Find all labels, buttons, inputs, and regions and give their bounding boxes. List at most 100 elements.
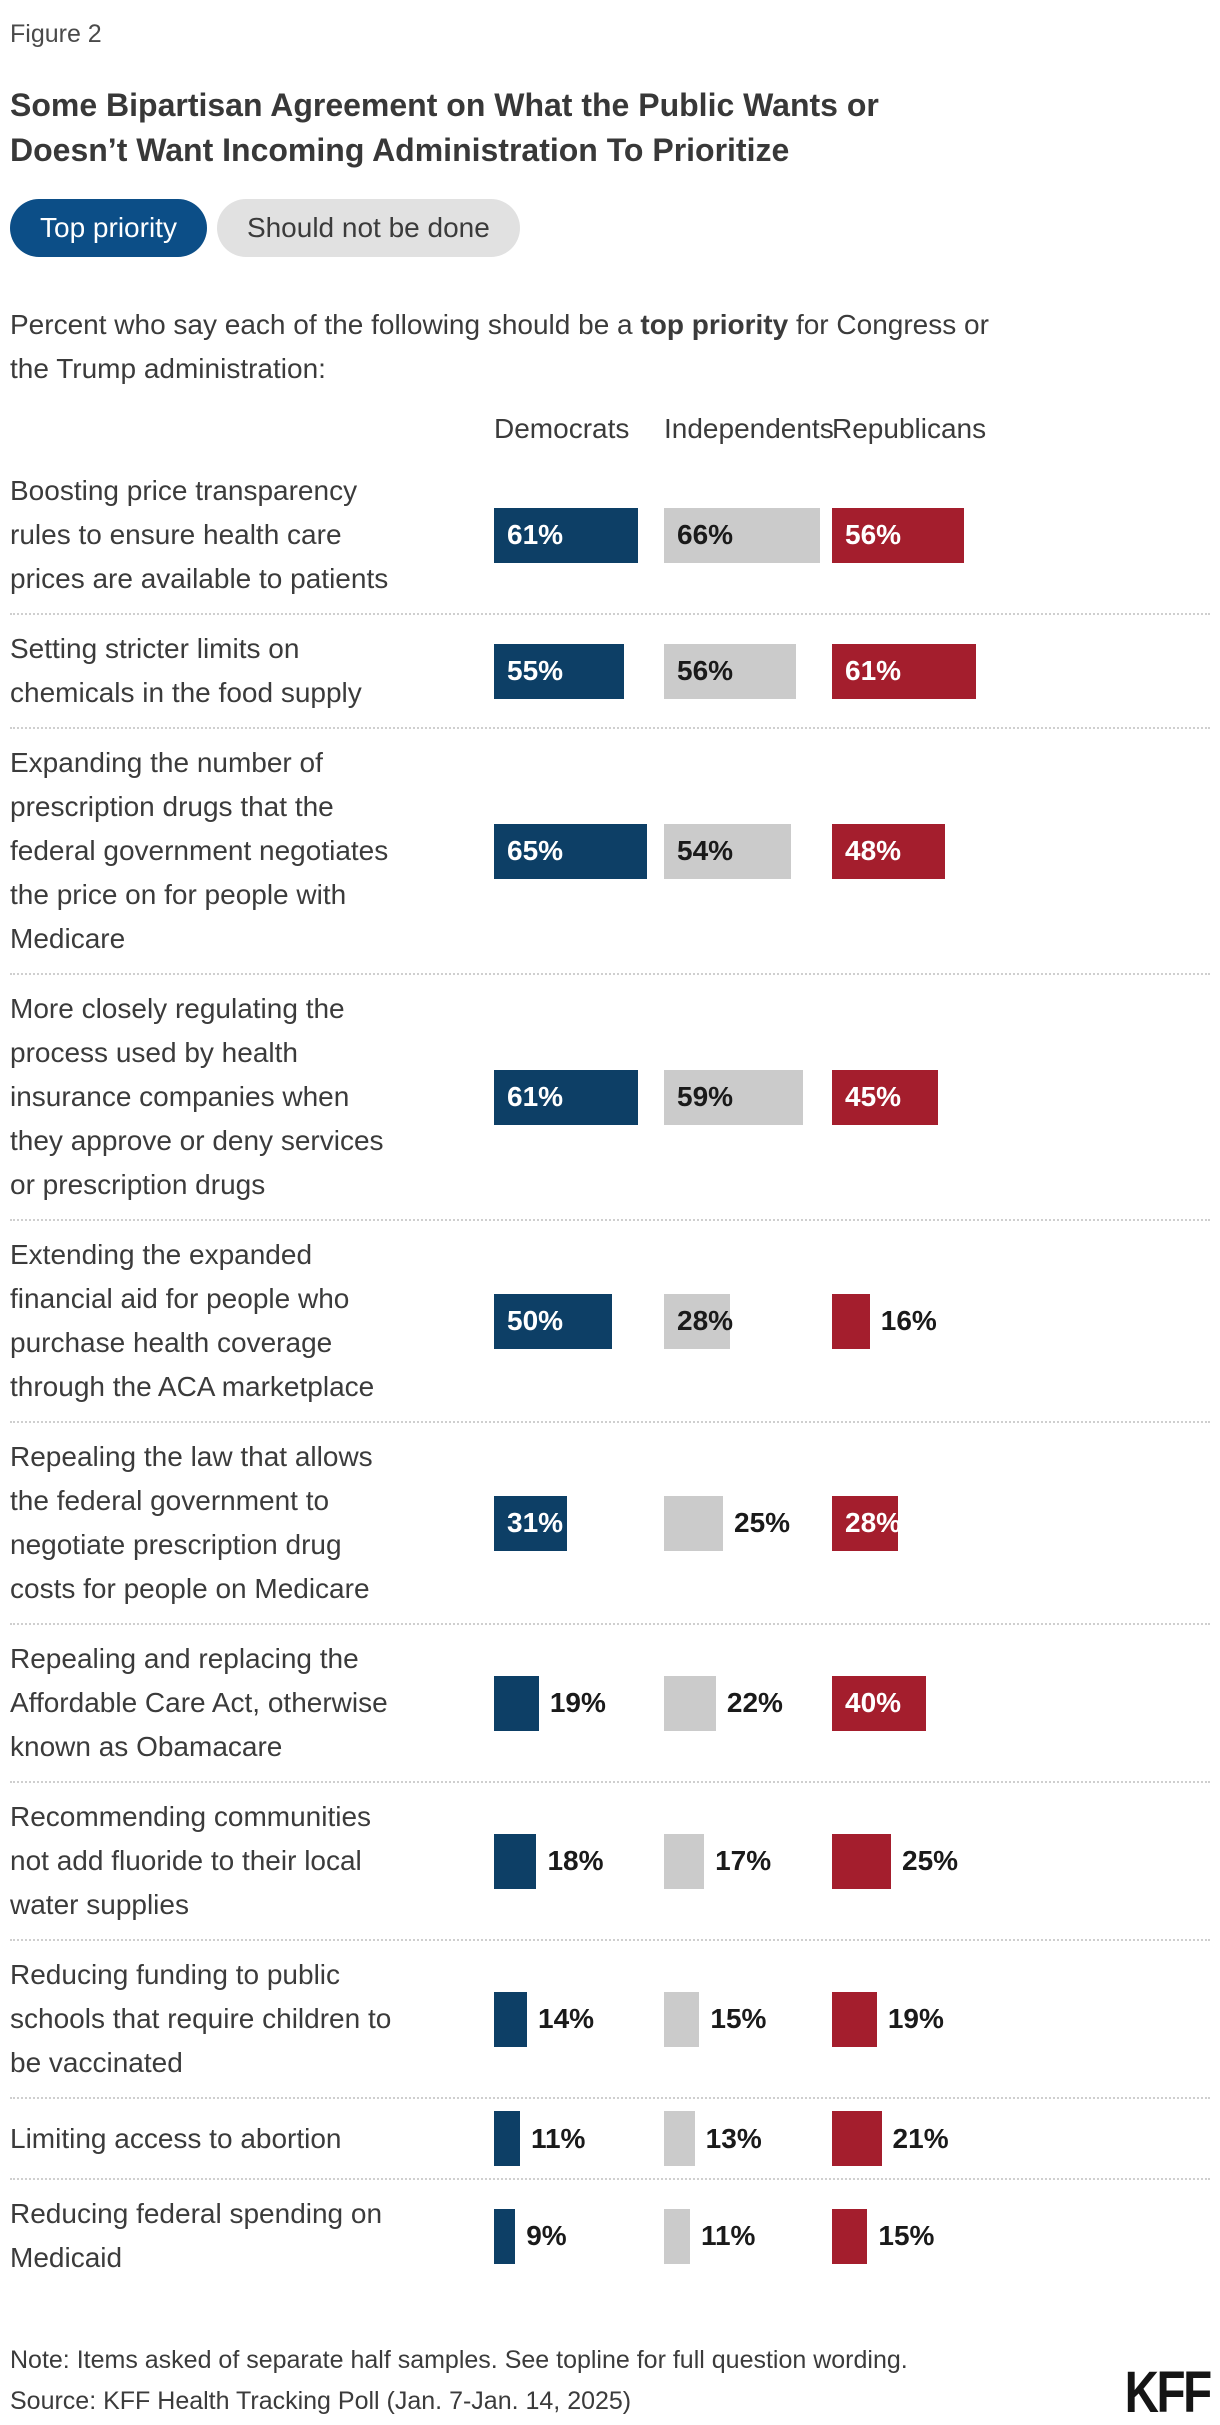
bar-cell-independents: 28% bbox=[664, 1293, 832, 1349]
bar-cell-democrats: 19% bbox=[494, 1675, 664, 1731]
bar-value-label: 18% bbox=[547, 1845, 604, 1876]
bar-cell-democrats: 11% bbox=[494, 2111, 664, 2166]
bar-democrats: 31% bbox=[494, 1495, 568, 1551]
row-label: Boosting price transparency rules to ens… bbox=[10, 475, 389, 594]
bar-cell-republicans: 56% bbox=[832, 507, 1210, 563]
bar-value-label: 25% bbox=[902, 1845, 959, 1876]
bar-independents: 54% bbox=[664, 823, 792, 879]
bar-republicans bbox=[832, 1293, 870, 1349]
header-spacer bbox=[10, 413, 494, 445]
row-label: Limiting access to abortion bbox=[10, 2122, 342, 2154]
bar-value-label: 66% bbox=[677, 519, 734, 550]
bar-cell-independents: 59% bbox=[664, 1069, 832, 1125]
kff-logo: KFF bbox=[1124, 2360, 1213, 2425]
row-label: Reducing funding to public schools that … bbox=[10, 1959, 392, 2078]
bar-cell-independents: 25% bbox=[664, 1495, 832, 1551]
bar-value-label: 48% bbox=[845, 835, 902, 866]
figure-label: Figure 2 bbox=[10, 20, 102, 48]
bar-cell-republicans: 61% bbox=[832, 643, 1210, 699]
source-text: Source: KFF Health Tracking Poll (Jan. 7… bbox=[10, 2387, 632, 2415]
bar-independents bbox=[664, 1495, 723, 1551]
bar-republicans bbox=[832, 2208, 868, 2264]
row-label: Extending the expanded financial aid for… bbox=[10, 1239, 375, 1402]
bar-value-label: 54% bbox=[677, 835, 734, 866]
column-header-republicans: Republicans bbox=[832, 413, 987, 444]
bar-cell-republicans: 15% bbox=[832, 2208, 1210, 2264]
bar-cell-democrats: 65% bbox=[494, 823, 664, 879]
chart-row: Boosting price transparency rules to ens… bbox=[10, 457, 1210, 615]
row-label: More closely regulating the process used… bbox=[10, 993, 384, 1200]
bar-cell-republicans: 25% bbox=[832, 1833, 1210, 1889]
bar-independents bbox=[664, 1675, 716, 1731]
bar-democrats bbox=[494, 2208, 516, 2264]
view-toggle-group: Top priority Should not be done bbox=[10, 199, 1210, 257]
bar-value-label: 59% bbox=[677, 1081, 734, 1112]
footer-notes: Note: Items asked of separate half sampl… bbox=[10, 2340, 908, 2422]
bar-cell-democrats: 31% bbox=[494, 1495, 664, 1551]
description-part2: for Congress or bbox=[788, 309, 989, 340]
bar-value-label: 13% bbox=[705, 2122, 762, 2154]
bar-cell-independents: 13% bbox=[664, 2111, 832, 2166]
chart-row: Reducing federal spending on Medicaid 9% 1… bbox=[10, 2180, 1210, 2292]
bar-value-label: 65% bbox=[507, 835, 564, 866]
bar-cell-democrats: 61% bbox=[494, 1069, 664, 1125]
bar-value-label: 31% bbox=[507, 1507, 564, 1538]
chart-row: Limiting access to abortion 11% 13% 21% bbox=[10, 2099, 1210, 2180]
bar-value-label: 45% bbox=[845, 1081, 902, 1112]
note-text: Note: Items asked of separate half sampl… bbox=[10, 2346, 908, 2374]
chart-row: Repealing and replacing the Affordable C… bbox=[10, 1625, 1210, 1783]
bar-republicans: 56% bbox=[832, 507, 965, 563]
bar-cell-independents: 56% bbox=[664, 643, 832, 699]
bar-republicans bbox=[832, 1833, 891, 1889]
chart-row: Reducing funding to public schools that … bbox=[10, 1941, 1210, 2099]
bar-value-label: 11% bbox=[700, 2220, 756, 2251]
bar-cell-independents: 11% bbox=[664, 2208, 832, 2264]
bar-democrats bbox=[494, 2111, 520, 2166]
bar-republicans bbox=[832, 2111, 882, 2166]
chart-description: Percent who say each of the following sh… bbox=[10, 303, 1210, 391]
bar-cell-democrats: 14% bbox=[494, 1991, 664, 2047]
bar-cell-democrats: 61% bbox=[494, 507, 664, 563]
column-headers: Democrats Independents Republicans bbox=[10, 407, 1210, 457]
bar-independents: 59% bbox=[664, 1069, 804, 1125]
chart-row: More closely regulating the process used… bbox=[10, 975, 1210, 1221]
bar-cell-democrats: 55% bbox=[494, 643, 664, 699]
bar-democrats: 55% bbox=[494, 643, 624, 699]
row-label: Repealing and replacing the Affordable C… bbox=[10, 1643, 388, 1762]
bar-democrats: 61% bbox=[494, 1069, 638, 1125]
bar-value-label: 19% bbox=[887, 2003, 944, 2034]
bar-cell-independents: 15% bbox=[664, 1991, 832, 2047]
toggle-top-priority[interactable]: Top priority bbox=[10, 199, 207, 257]
bar-republicans: 28% bbox=[832, 1495, 901, 1551]
bar-cell-independents: 66% bbox=[664, 507, 832, 563]
bar-value-label: 17% bbox=[715, 1845, 772, 1876]
bar-cell-republicans: 40% bbox=[832, 1675, 1210, 1731]
chart-rows: Boosting price transparency rules to ens… bbox=[10, 457, 1210, 2292]
bar-value-label: 56% bbox=[845, 519, 902, 550]
bar-cell-republicans: 16% bbox=[832, 1293, 1210, 1349]
bar-cell-republicans: 48% bbox=[832, 823, 1210, 879]
description-part3: the Trump administration: bbox=[10, 353, 326, 384]
bar-independents: 28% bbox=[664, 1293, 733, 1349]
bar-republicans bbox=[832, 1991, 877, 2047]
bar-cell-democrats: 18% bbox=[494, 1833, 664, 1889]
row-label: Setting stricter limits on chemicals in … bbox=[10, 633, 362, 708]
bar-value-label: 40% bbox=[845, 1687, 902, 1718]
bar-republicans: 48% bbox=[832, 823, 946, 879]
chart-row: Recommending communities not add fluorid… bbox=[10, 1783, 1210, 1941]
row-label: Recommending communities not add fluorid… bbox=[10, 1801, 372, 1920]
bar-value-label: 14% bbox=[538, 2003, 595, 2034]
row-label: Reducing federal spending on Medicaid bbox=[10, 2198, 383, 2273]
bar-value-label: 25% bbox=[734, 1507, 791, 1538]
bar-cell-republicans: 21% bbox=[832, 2111, 1210, 2166]
column-header-independents: Independents bbox=[664, 413, 834, 444]
chart-row: Expanding the number of prescription dru… bbox=[10, 729, 1210, 975]
bar-value-label: 61% bbox=[507, 519, 564, 550]
toggle-should-not-be-done[interactable]: Should not be done bbox=[216, 199, 520, 257]
bar-value-label: 56% bbox=[677, 655, 734, 686]
bar-cell-independents: 17% bbox=[664, 1833, 832, 1889]
bar-cell-republicans: 28% bbox=[832, 1495, 1210, 1551]
bar-cell-independents: 54% bbox=[664, 823, 832, 879]
bar-cell-republicans: 45% bbox=[832, 1069, 1210, 1125]
bar-independents: 56% bbox=[664, 643, 797, 699]
